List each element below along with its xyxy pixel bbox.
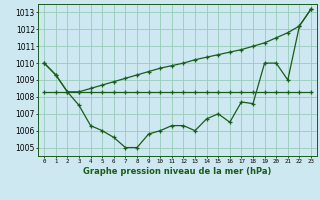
X-axis label: Graphe pression niveau de la mer (hPa): Graphe pression niveau de la mer (hPa): [84, 167, 272, 176]
